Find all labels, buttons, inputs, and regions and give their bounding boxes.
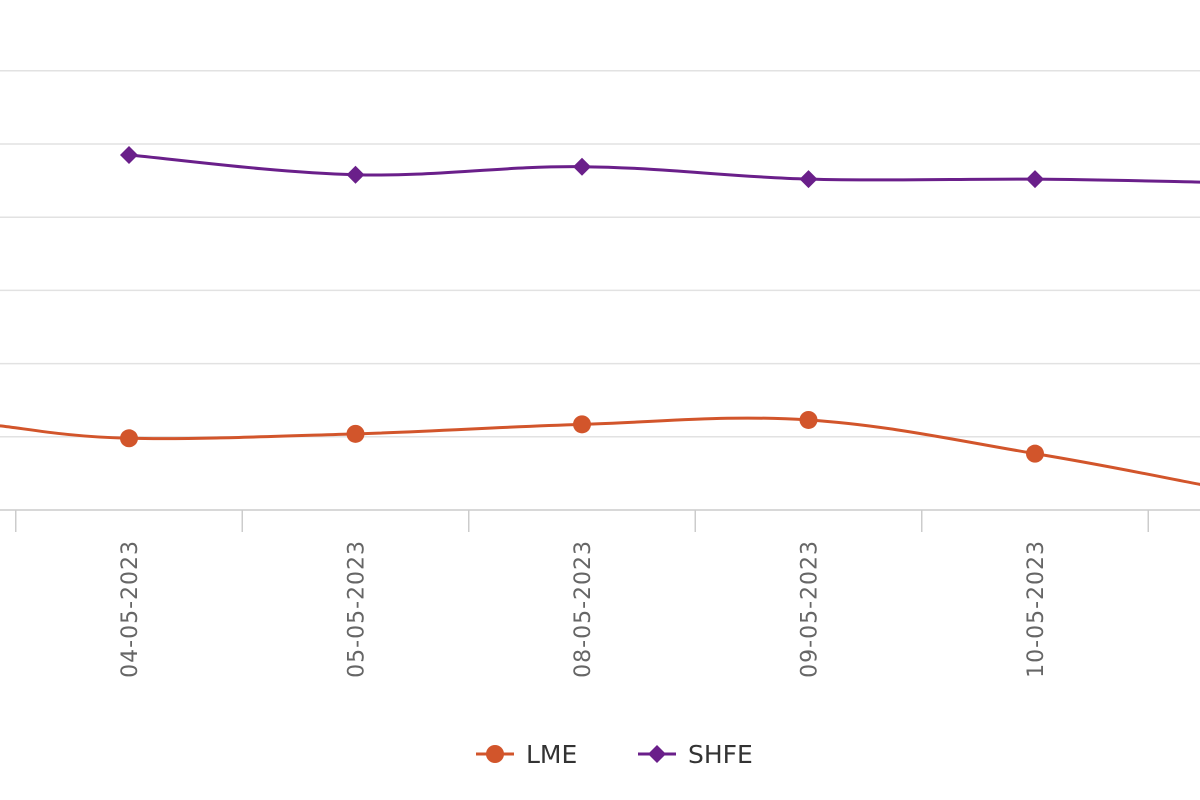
x-tick-label: 04-05-2023 <box>118 540 143 678</box>
legend-marker-lme <box>486 745 504 763</box>
lme-point[interactable] <box>120 429 138 448</box>
legend-item-shfe[interactable]: SHFE <box>638 740 753 769</box>
x-tick-label: 08-05-2023 <box>571 540 596 678</box>
shfe-point[interactable] <box>346 165 365 184</box>
lme-point[interactable] <box>799 410 818 429</box>
legend-marker-shfe <box>648 745 666 763</box>
series-layer <box>0 145 1200 486</box>
lme-point[interactable] <box>1026 444 1044 463</box>
legend-label-shfe: SHFE <box>688 740 753 769</box>
series-line-lme <box>0 416 1200 486</box>
legend: LME SHFE <box>476 740 753 769</box>
shfe-point[interactable] <box>573 157 591 176</box>
legend-item-lme[interactable]: LME <box>476 740 577 769</box>
grid-lines <box>0 70 1200 438</box>
x-tick-label: 10-05-2023 <box>1024 540 1049 678</box>
x-tick-label: 05-05-2023 <box>345 540 370 678</box>
legend-label-lme: LME <box>526 740 577 769</box>
lme-point[interactable] <box>573 415 591 434</box>
x-axis: 04-05-2023 05-05-2023 08-05-2023 09-05-2023… <box>0 509 1200 678</box>
x-tick-label: 09-05-2023 <box>798 540 823 678</box>
lme-point[interactable] <box>346 424 365 443</box>
shfe-point[interactable] <box>120 145 138 164</box>
shfe-point[interactable] <box>1026 170 1044 189</box>
shfe-point[interactable] <box>799 170 818 189</box>
